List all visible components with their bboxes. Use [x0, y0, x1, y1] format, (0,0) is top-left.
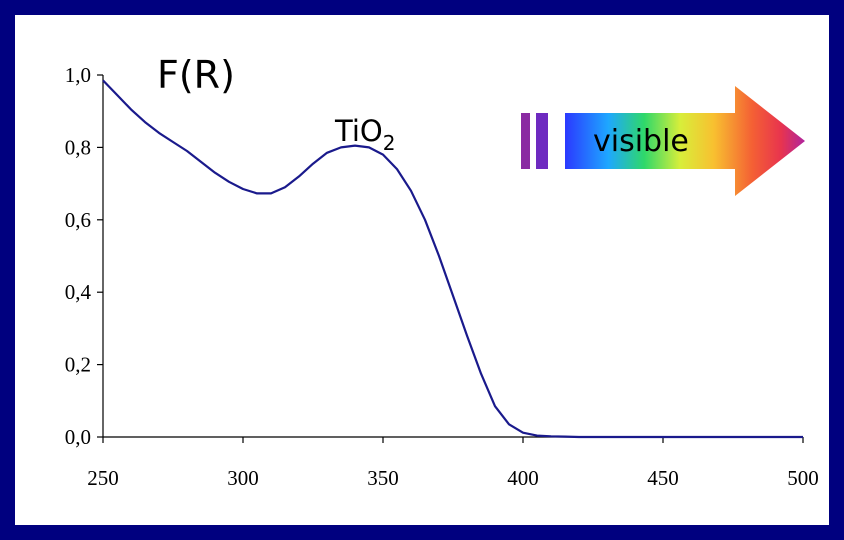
tio2-label: TiO2	[334, 114, 395, 155]
tio2-label-subscript: 2	[383, 131, 396, 155]
tio2-label-main: TiO	[334, 114, 383, 148]
tick-labels: 0,0 0,2 0,4 0,6 0,8 1,0 250 300 350 400 450 500	[65, 63, 819, 490]
x-tick-label: 500	[787, 466, 819, 490]
chart: 0,0 0,2 0,4 0,6 0,8 1,0 250 300 350 400 450 500 F(R…	[65, 53, 819, 490]
y-tick-label: 0,0	[65, 425, 91, 449]
y-tick-label: 0,2	[65, 353, 91, 377]
x-tick-label: 350	[367, 466, 399, 490]
y-tick-label: 0,4	[65, 280, 92, 304]
x-tick-label: 300	[227, 466, 259, 490]
y-tick-label: 0,6	[65, 208, 91, 232]
x-tick-label: 450	[647, 466, 679, 490]
arrow-shape	[565, 86, 805, 196]
y-axis-label: F(R)	[157, 53, 235, 97]
series-line	[102, 79, 803, 439]
y-tick-label: 0,8	[65, 135, 91, 159]
y-tick-label: 1,0	[65, 63, 91, 87]
x-tick-label: 400	[507, 466, 539, 490]
uv-bar-2	[536, 113, 548, 169]
chart-panel: 0,0 0,2 0,4 0,6 0,8 1,0 250 300 350 400 450 500 F(R…	[15, 15, 829, 525]
visible-arrow: visible	[521, 86, 805, 196]
visible-label: visible	[593, 124, 689, 159]
x-tick-label: 250	[87, 466, 119, 490]
uv-bar-1	[521, 113, 530, 169]
